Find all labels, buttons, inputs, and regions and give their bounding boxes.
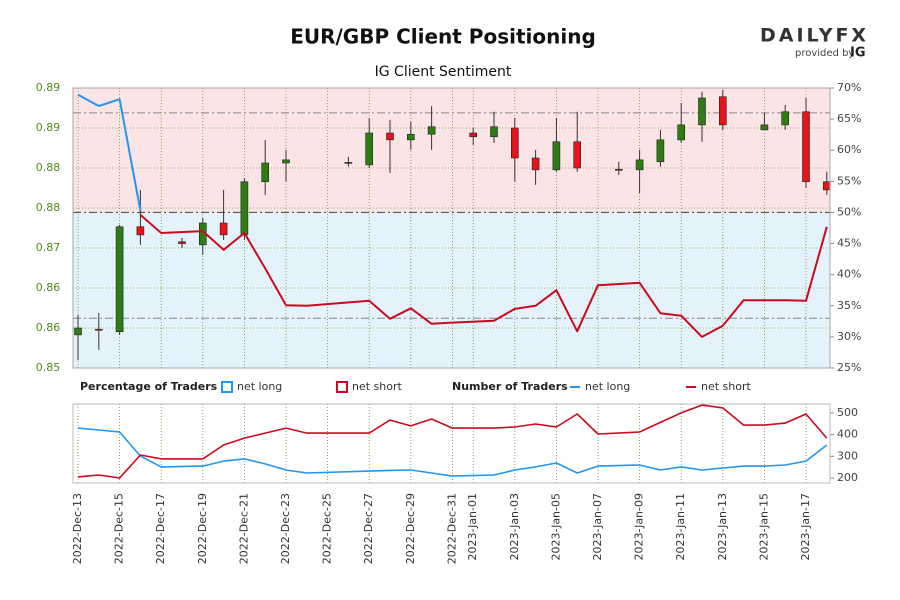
legend-swatch xyxy=(221,381,233,393)
y-tick-label: 0.89 xyxy=(36,81,61,94)
series-line xyxy=(77,93,142,211)
y-tick-label: 0.88 xyxy=(36,161,61,174)
x-tick-label: 2023-Jan-01 xyxy=(466,493,479,561)
brand-logo: DAILYFX xyxy=(760,25,869,47)
series-line xyxy=(77,427,828,477)
candle-body xyxy=(718,96,727,126)
legend-label: net short xyxy=(352,380,403,393)
candle-body xyxy=(178,241,186,244)
candle-body xyxy=(344,162,353,164)
candle-body xyxy=(95,328,103,331)
plot-frame xyxy=(72,403,831,484)
x-tick-label: 2023-Jan-13 xyxy=(716,493,729,561)
candle-body xyxy=(219,222,228,236)
series-line xyxy=(77,404,828,479)
x-tick-label: 2022-Dec-29 xyxy=(404,493,417,564)
candle-body xyxy=(802,111,810,183)
candle-body xyxy=(531,157,540,171)
y-tick-label: 0.88 xyxy=(36,201,61,214)
plot-frame xyxy=(72,87,831,369)
candle-body xyxy=(365,132,374,166)
y-tick-label: 0.86 xyxy=(36,321,61,334)
candle-body xyxy=(74,327,82,336)
x-tick-label: 2023-Jan-05 xyxy=(549,493,562,561)
y2-tick-label: 70% xyxy=(837,81,861,94)
y-tick-label: 500 xyxy=(837,406,858,419)
brand-tagline: provided by xyxy=(795,48,854,59)
plots: 0.85 0.86 0.86 0.87 0.88 0.88 0.89 0.89 25% 30% 35… xyxy=(36,81,862,564)
legend-label: net long xyxy=(237,380,282,393)
candle-body xyxy=(510,127,519,159)
chart-title: EUR/GBP Client Positioning xyxy=(290,25,596,49)
legend-swatch xyxy=(336,381,348,393)
legend-title: Percentage of Traders xyxy=(80,380,218,393)
candle-body xyxy=(490,126,498,138)
shade-short xyxy=(73,88,830,213)
x-tick-label: 2022-Dec-17 xyxy=(154,493,167,564)
y-tick-label: 0.85 xyxy=(36,361,61,374)
y-tick-label: 300 xyxy=(837,449,858,462)
shade-long xyxy=(73,212,830,368)
y-tick-label: 400 xyxy=(837,428,858,441)
y2-tick-label: 25% xyxy=(837,361,861,374)
x-tick-label: 2022-Dec-27 xyxy=(362,493,375,564)
legend-label: net short xyxy=(701,380,752,393)
candle-body xyxy=(677,124,686,141)
series-line xyxy=(139,214,828,338)
candle-body xyxy=(698,97,706,126)
chart-subtitle: IG Client Sentiment xyxy=(375,64,512,80)
candle-body xyxy=(427,126,436,135)
candle-body xyxy=(115,226,124,333)
x-tick-label: 2022-Dec-21 xyxy=(237,493,250,564)
y-tick-label: 0.86 xyxy=(36,281,61,294)
candle-body xyxy=(635,159,644,171)
y2-tick-label: 45% xyxy=(837,237,861,250)
x-tick-label: 2022-Dec-15 xyxy=(113,493,126,564)
x-tick-label: 2022-Dec-31 xyxy=(445,493,458,564)
x-tick-label: 2022-Dec-19 xyxy=(196,493,209,564)
candle-body xyxy=(573,141,582,169)
x-tick-label: 2023-Jan-11 xyxy=(674,493,687,561)
y2-tick-label: 60% xyxy=(837,143,861,156)
candle-body xyxy=(760,124,769,131)
candle-body xyxy=(406,133,415,141)
candle-body xyxy=(552,141,561,171)
candle-body xyxy=(136,226,145,236)
candle-body xyxy=(656,139,665,163)
legend-title: Number of Traders xyxy=(452,380,568,393)
x-tick-label: 2023-Jan-15 xyxy=(757,493,770,561)
y2-tick-label: 30% xyxy=(837,330,861,343)
x-tick-label: 2023-Jan-03 xyxy=(508,493,521,561)
y-tick-label: 0.87 xyxy=(36,241,61,254)
y2-tick-label: 40% xyxy=(837,268,861,281)
legend-label: net long xyxy=(585,380,630,393)
y2-tick-label: 55% xyxy=(837,174,861,187)
y2-tick-label: 50% xyxy=(837,205,861,218)
y2-tick-label: 35% xyxy=(837,299,861,312)
candle-body xyxy=(614,168,623,171)
candle-body xyxy=(822,181,831,191)
candle-body xyxy=(282,159,290,164)
x-tick-label: 2023-Jan-09 xyxy=(633,493,646,561)
x-tick-label: 2023-Jan-07 xyxy=(591,493,604,561)
x-tick-label: 2023-Jan-17 xyxy=(799,493,812,561)
y-tick-label: 0.89 xyxy=(36,121,61,134)
x-tick-label: 2022-Dec-13 xyxy=(71,493,84,564)
x-tick-label: 2022-Dec-25 xyxy=(321,493,334,564)
brand-mark: IG xyxy=(850,46,866,61)
y2-tick-label: 65% xyxy=(837,112,861,125)
x-tick-label: 2022-Dec-23 xyxy=(279,493,292,564)
candle-body xyxy=(781,111,790,126)
candle-body xyxy=(261,162,270,183)
candle-body xyxy=(469,132,478,138)
candle-body xyxy=(240,181,249,236)
y-tick-label: 200 xyxy=(837,471,858,484)
candle-body xyxy=(386,132,394,141)
